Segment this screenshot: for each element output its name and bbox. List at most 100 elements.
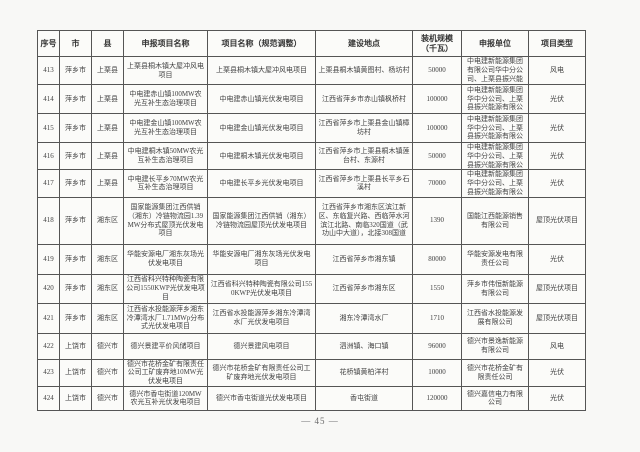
adjusted-project-name: 德兴市花桥金矿有限责任公司工矿废弃地光伏发电项目 xyxy=(207,358,316,387)
county: 德兴市 xyxy=(91,385,124,411)
construction-site: 江西省萍乡市上栗县桐木镇莲台村、东源村 xyxy=(315,141,413,171)
capacity-kw: 96000 xyxy=(412,332,462,360)
city: 萍乡市 xyxy=(59,302,92,334)
city: 上饶市 xyxy=(59,332,92,360)
county: 上栗县 xyxy=(91,113,124,143)
page-number-footer: — 45 — xyxy=(301,416,339,426)
table-row: 423 上饶市 德兴市 德兴市花桥金矿有限责任公司工矿废弃地10MW光伏发电项目 德兴市… xyxy=(37,358,586,387)
row-index: 415 xyxy=(37,113,60,143)
city: 萍乡市 xyxy=(59,141,92,171)
construction-site: 江西省萍乡市赤山镇枫桥村 xyxy=(315,84,413,114)
adjusted-project-name: 江西省科兴特种陶瓷有限公司1550KWP光伏发电项目 xyxy=(207,273,316,304)
declared-project-name: 德兴市香屯街道120MW农光互补光伏发电项目 xyxy=(123,385,208,411)
construction-site: 江西省萍乡市湘东镇 xyxy=(315,243,413,275)
project-type: 光伏 xyxy=(528,385,586,411)
declared-project-name: 上栗县桐木镇大屋冲风电项目 xyxy=(123,56,208,85)
declared-project-name: 江西省水投能源萍乡湘东冷潭湾水厂1.71MWp分布式光伏发电项目 xyxy=(123,302,208,334)
capacity-kw: 50000 xyxy=(412,56,462,85)
row-index: 414 xyxy=(37,84,60,114)
row-index: 413 xyxy=(37,56,60,85)
applicant: 萍乡市伟恒新能源有限公司 xyxy=(461,273,529,304)
column-header-declared-project-name: 申报项目名称 xyxy=(123,30,208,57)
project-type: 光伏 xyxy=(528,243,586,275)
adjusted-project-name: 国家能源集团江西供销（湘东）冷链物流园屋顶光伏发电项目 xyxy=(207,196,316,245)
applicant: 江西省水投能源发展有限公司 xyxy=(461,302,529,334)
table-row: 421 萍乡市 湘东区 江西省水投能源萍乡湘东冷潭湾水厂1.71MWp分布式光伏发电项… xyxy=(37,302,586,334)
capacity-kw: 120000 xyxy=(412,385,462,411)
table-row: 424 上饶市 德兴市 德兴市香屯街道120MW农光互补光伏发电项目 德兴市香屯街道光伏… xyxy=(37,385,586,411)
applicant: 华能安源发电有限责任公司 xyxy=(461,243,529,275)
project-type: 光伏 xyxy=(528,113,586,143)
city: 萍乡市 xyxy=(59,56,92,85)
capacity-kw: 50000 xyxy=(412,141,462,171)
project-type: 屋顶光伏项目 xyxy=(528,273,586,304)
declared-project-name: 中电建桐木镇50MW农光互补生态治理项目 xyxy=(123,141,208,171)
capacity-kw: 1550 xyxy=(412,273,462,304)
city: 上饶市 xyxy=(59,358,92,387)
row-index: 423 xyxy=(37,358,60,387)
city: 萍乡市 xyxy=(59,169,92,198)
applicant: 中电建新能源集团华中分公司、上栗县振兴能源有限公 xyxy=(461,113,529,143)
city: 萍乡市 xyxy=(59,84,92,114)
capacity-kw: 80000 xyxy=(412,243,462,275)
construction-site: 江西省萍乡市上栗县长平乡石溪村 xyxy=(315,169,413,198)
row-index: 416 xyxy=(37,141,60,171)
county: 湘东区 xyxy=(91,273,124,304)
adjusted-project-name: 德兴景建风电项目 xyxy=(207,332,316,360)
capacity-kw: 70000 xyxy=(412,169,462,198)
table-row: 418 萍乡市 湘东区 国家能源集团江西供销（湘东）冷链物流园1.39MW分布式屋顶光… xyxy=(37,196,586,245)
project-type: 光伏 xyxy=(528,141,586,171)
project-type: 屋顶光伏项目 xyxy=(528,196,586,245)
applicant: 中电建新能源集团有限公司华中分公司、上栗县振兴能 xyxy=(461,56,529,85)
row-index: 420 xyxy=(37,273,60,304)
adjusted-project-name: 中电建桐木镇光伏发电项目 xyxy=(207,141,316,171)
project-type: 风电 xyxy=(528,332,586,360)
table-row: 414 萍乡市 上栗县 中电建赤山镇100MW农光互补生态治理项目 中电建赤山镇光伏发电… xyxy=(37,84,586,114)
declared-project-name: 中电建赤山镇100MW农光互补生态治理项目 xyxy=(123,84,208,114)
column-header-city: 市 xyxy=(59,30,92,57)
construction-site: 湘东冷潭湾水厂 xyxy=(315,302,413,334)
county: 上栗县 xyxy=(91,141,124,171)
county: 上栗县 xyxy=(91,56,124,85)
applicant: 国能江西能源销售有限公司 xyxy=(461,196,529,245)
capacity-kw: 1390 xyxy=(412,196,462,245)
table-row: 417 萍乡市 上栗县 中电建长平乡70MW农光互补生态治理项目 中电建长平乡光伏发电项… xyxy=(37,169,586,198)
project-type: 光伏 xyxy=(528,84,586,114)
adjusted-project-name: 中电建金山镇光伏发电项目 xyxy=(207,113,316,143)
table-row: 416 萍乡市 上栗县 中电建桐木镇50MW农光互补生态治理项目 中电建桐木镇光伏发电项… xyxy=(37,141,586,171)
construction-site: 江西省萍乡市湘东区滨江新区、东临复兴路、西临萍水河滨江北路、南临320国道（武功… xyxy=(315,196,413,245)
column-header-county: 县 xyxy=(91,30,124,57)
column-header-adjusted-project-name: 项目名称（规范调整） xyxy=(207,30,316,57)
table-header-row: 序号 市 县 申报项目名称 项目名称（规范调整） 建设地点 装机规模（千瓦） 申… xyxy=(37,30,586,57)
row-index: 424 xyxy=(37,385,60,411)
table-row: 419 萍乡市 湘东区 华能安源电厂湘东灰场光伏发电项目 华能安源电厂湘东灰场光伏发电项… xyxy=(37,243,586,275)
project-type: 屋顶光伏项目 xyxy=(528,302,586,334)
table-row: 415 萍乡市 上栗县 中电建金山镇100MW农光互补生态治理项目 中电建金山镇光伏发电… xyxy=(37,113,586,143)
city: 萍乡市 xyxy=(59,243,92,275)
county: 上栗县 xyxy=(91,169,124,198)
applicant: 中电建新能源集团华中分公司、上栗县振兴能源有限公 xyxy=(461,169,529,198)
county: 湘东区 xyxy=(91,243,124,275)
county: 德兴市 xyxy=(91,358,124,387)
column-header-capacity-kw: 装机规模（千瓦） xyxy=(412,30,462,57)
row-index: 417 xyxy=(37,169,60,198)
adjusted-project-name: 上栗县桐木镇大屋冲风电项目 xyxy=(207,56,316,85)
construction-site: 江西省萍乡市上栗县金山镇樟坊村 xyxy=(315,113,413,143)
declared-project-name: 中电建长平乡70MW农光互补生态治理项目 xyxy=(123,169,208,198)
construction-site: 花桥镇黄柏洋村 xyxy=(315,358,413,387)
column-header-index: 序号 xyxy=(37,30,60,57)
city: 萍乡市 xyxy=(59,273,92,304)
declared-project-name: 中电建金山镇100MW农光互补生态治理项目 xyxy=(123,113,208,143)
adjusted-project-name: 江西省水投能源萍乡湘东冷潭湾水厂光伏发电项目 xyxy=(207,302,316,334)
city: 萍乡市 xyxy=(59,113,92,143)
applicant: 中电建新能源集团华中分公司、上栗县振兴能源有限公 xyxy=(461,84,529,114)
county: 上栗县 xyxy=(91,84,124,114)
county: 湘东区 xyxy=(91,302,124,334)
county: 德兴市 xyxy=(91,332,124,360)
city: 上饶市 xyxy=(59,385,92,411)
adjusted-project-name: 中电建长平乡光伏发电项目 xyxy=(207,169,316,198)
project-type: 光伏 xyxy=(528,358,586,387)
declared-project-name: 德兴市花桥金矿有限责任公司工矿废弃地10MW光伏发电项目 xyxy=(123,358,208,387)
row-index: 422 xyxy=(37,332,60,360)
